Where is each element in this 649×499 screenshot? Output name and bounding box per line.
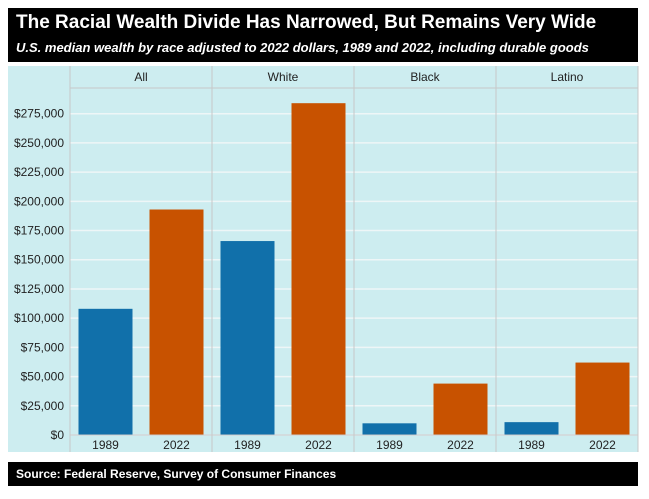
bar-black-1989 (362, 423, 417, 435)
title-bar: The Racial Wealth Divide Has Narrowed, B… (8, 8, 638, 62)
facet-label-latino: Latino (551, 70, 584, 84)
y-tick-label: $50,000 (21, 370, 65, 384)
y-tick-label: $125,000 (14, 282, 64, 296)
y-tick-label: $200,000 (14, 194, 64, 208)
bar-all-2022 (149, 209, 204, 435)
y-tick-label: $75,000 (21, 340, 65, 354)
x-tick-label: 2022 (447, 438, 474, 452)
y-tick-label: $150,000 (14, 253, 64, 267)
chart-subtitle: U.S. median wealth by race adjusted to 2… (16, 40, 589, 55)
bar-latino-1989 (504, 422, 559, 435)
x-tick-label: 2022 (305, 438, 332, 452)
x-tick-label: 2022 (589, 438, 616, 452)
x-tick-label: 1989 (92, 438, 119, 452)
bar-black-2022 (433, 383, 488, 435)
y-tick-label: $25,000 (21, 399, 65, 413)
footer-bar: Source: Federal Reserve, Survey of Consu… (8, 462, 638, 486)
y-tick-label: $0 (51, 428, 65, 442)
x-tick-label: 1989 (234, 438, 261, 452)
bar-white-2022 (291, 103, 346, 436)
facet-label-white: White (268, 70, 299, 84)
chart-title: The Racial Wealth Divide Has Narrowed, B… (16, 12, 597, 33)
x-tick-label: 2022 (163, 438, 190, 452)
source-note: Source: Federal Reserve, Survey of Consu… (16, 467, 337, 481)
y-tick-label: $250,000 (14, 136, 64, 150)
y-tick-label: $225,000 (14, 165, 64, 179)
bar-all-1989 (78, 308, 133, 435)
facet-label-black: Black (410, 70, 440, 84)
x-tick-label: 1989 (518, 438, 545, 452)
bar-white-1989 (220, 241, 275, 435)
facet-label-all: All (134, 70, 147, 84)
bar-latino-2022 (575, 362, 630, 435)
y-tick-label: $100,000 (14, 311, 64, 325)
x-tick-label: 1989 (376, 438, 403, 452)
y-tick-label: $175,000 (14, 224, 64, 238)
y-tick-label: $275,000 (14, 107, 64, 121)
